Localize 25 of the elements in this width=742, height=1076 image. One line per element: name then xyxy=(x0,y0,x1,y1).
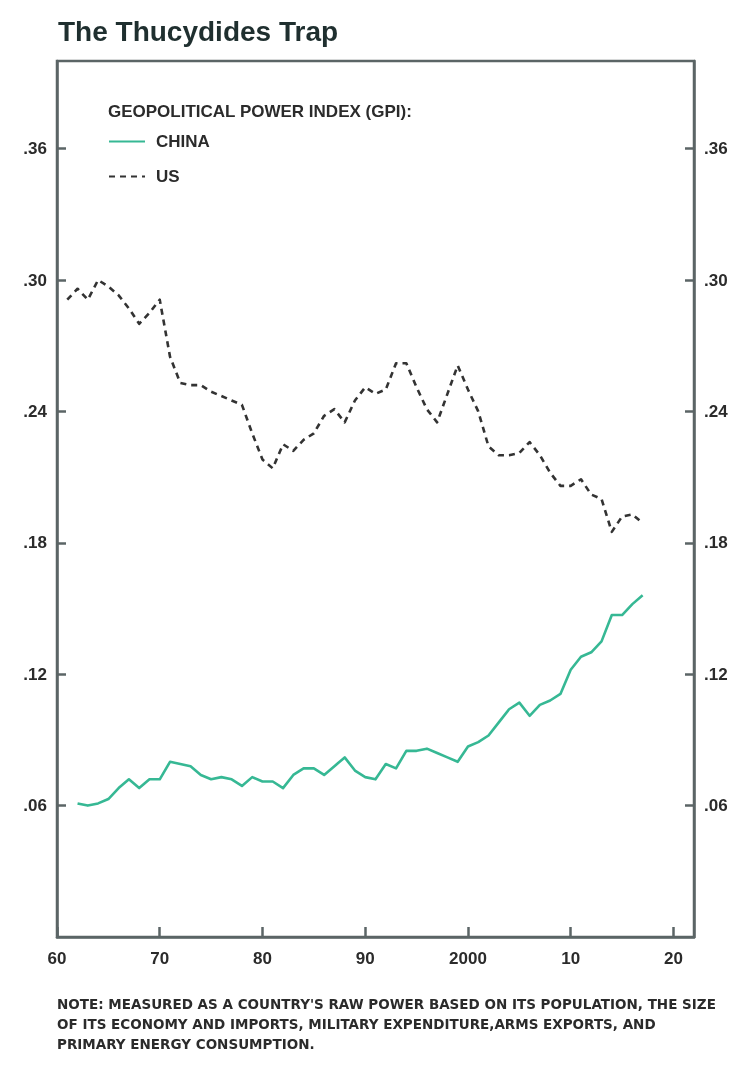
text: NOTE: MEASURED AS A COUNTRY'S RAW POWER BASED ON ITS POPULATION, THE SIZE OF ITS ECONOMY AND IMPORTS, MILITARY EXPENDITURE,ARMS EXPORTS, AND PRIMARY ENERGY CONSUMPTION. xyxy=(57,996,721,1052)
y-tick-label: .12 xyxy=(23,664,47,684)
y2-tick-label: .12 xyxy=(704,664,728,684)
chart-title: The Thucydides Trap xyxy=(58,15,339,47)
x-tick-label: 70 xyxy=(150,949,170,968)
y-tick-label: .24 xyxy=(23,401,48,421)
x-tick-label: 90 xyxy=(355,949,375,968)
y2-tick-label: .36 xyxy=(704,139,728,159)
y2-tick-label: .30 xyxy=(704,270,728,290)
y2-tick-label: .24 xyxy=(704,401,729,421)
x-tick-label: 80 xyxy=(253,949,272,968)
legend-label: CHINA xyxy=(156,132,210,151)
line-series xyxy=(76,594,644,807)
x-tick-label: 10 xyxy=(561,949,581,968)
y2-tick-label: .18 xyxy=(704,533,728,553)
y-tick-label: .36 xyxy=(23,139,47,159)
x-tick-label: 20 xyxy=(663,949,683,968)
legend-label: US xyxy=(156,167,180,186)
y-tick-label: .06 xyxy=(23,796,47,816)
y-tick-label: .30 xyxy=(23,270,47,290)
x-tick-label: 60 xyxy=(47,949,67,968)
y2-tick-label: .06 xyxy=(704,796,728,816)
y-tick-label: .18 xyxy=(23,533,47,553)
legend-title: GEOPOLITICAL POWER INDEX (GPI): xyxy=(108,102,412,121)
x-tick-label: 2000 xyxy=(449,949,487,968)
